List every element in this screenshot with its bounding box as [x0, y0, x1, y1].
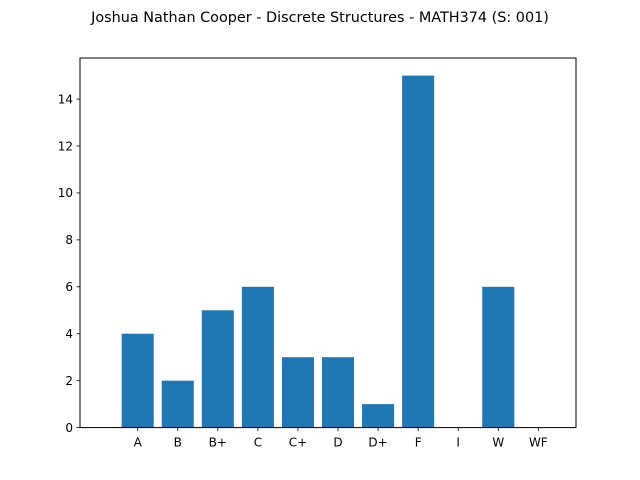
x-tick-label: B	[174, 436, 182, 450]
x-tick-label: D	[333, 436, 342, 450]
y-tick-label: 2	[65, 374, 73, 388]
x-tick-label: I	[456, 436, 460, 450]
x-tick-label: A	[134, 436, 143, 450]
y-tick-label: 8	[65, 233, 73, 247]
bar-a	[121, 333, 154, 428]
x-tick-label: D+	[368, 436, 387, 450]
bar-b-plus	[201, 310, 234, 428]
bar-w	[482, 286, 515, 428]
x-tick-label: B+	[209, 436, 227, 450]
axes-layer: A B B+ C C+ D D+ F I W WF 0 2 4 6 8 10 12 14	[58, 92, 548, 449]
x-tick-label: C+	[289, 436, 307, 450]
y-tick-label: 0	[65, 421, 73, 435]
bar-d-plus	[362, 404, 395, 428]
bar-c-plus	[281, 357, 314, 428]
chart-title: Joshua Nathan Cooper - Discrete Structur…	[90, 10, 549, 26]
x-tick-label: C	[254, 436, 262, 450]
y-tick-label: 10	[58, 186, 73, 200]
y-tick-label: 12	[58, 139, 73, 153]
y-tick-label: 14	[58, 92, 73, 106]
x-tick-label: W	[492, 436, 504, 450]
x-tick-label: F	[415, 436, 422, 450]
bar-c	[241, 286, 274, 428]
plot-frame	[79, 57, 577, 429]
y-tick-label: 4	[65, 327, 73, 341]
y-tick-label: 6	[65, 280, 73, 294]
bar-f	[402, 75, 435, 428]
bars-layer	[121, 75, 515, 428]
x-tick-label: WF	[529, 436, 548, 450]
bar-b	[161, 380, 194, 428]
bar-d	[321, 357, 355, 428]
